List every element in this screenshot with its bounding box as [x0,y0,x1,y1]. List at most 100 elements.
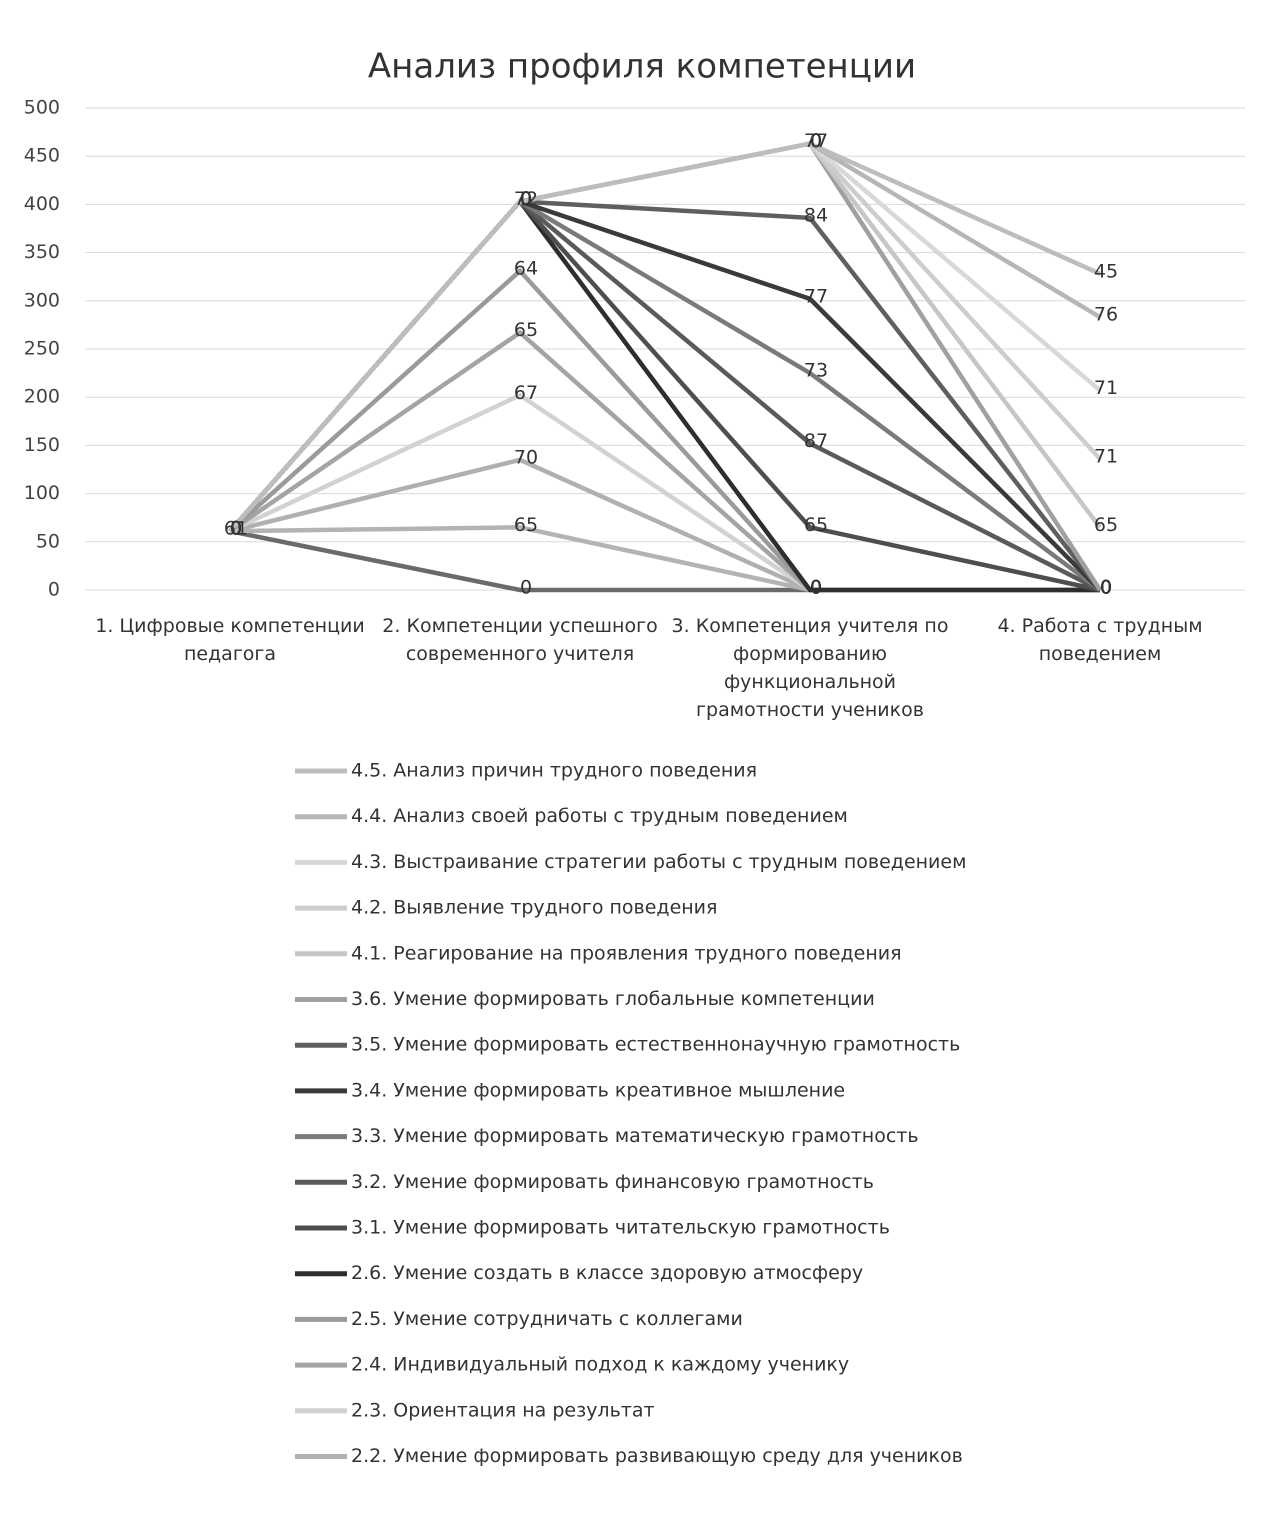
y-tick-label: 250 [24,338,60,360]
data-label: 0 [810,130,822,152]
data-label: 65 [804,514,828,536]
data-label: 61 [224,518,248,540]
x-tick-label: 1. Цифровые компетенции педагога [95,615,364,665]
x-tick-label: 4. Работа с трудным поведением [997,615,1202,665]
data-label: 0 [810,130,822,152]
data-label: 76 [1094,304,1118,326]
y-tick-label: 500 [24,97,60,119]
data-label: 0 [1100,577,1112,599]
data-label: 0 [520,188,532,210]
data-label: 72 [514,188,538,210]
series-line [228,141,1102,533]
series-line [228,141,1102,533]
data-label: 0 [810,577,822,599]
legend-label: 3.1. Умение формировать читательскую гра… [351,1217,890,1239]
legend-label: 2.4. Индивидуальный подход к каждому уче… [351,1354,849,1376]
data-label: 0 [230,518,242,540]
x-tick-line: современного учителя [406,643,634,665]
y-tick-label: 50 [36,530,60,552]
x-tick-line: 1. Цифровые компетенции [95,615,364,637]
data-label: 0 [810,130,822,152]
y-tick-label: 200 [24,386,60,408]
x-tick-line: поведением [1039,643,1162,665]
data-label: 0 [1100,577,1112,599]
legend-label: 4.3. Выстраивание стратегии работы с тру… [351,851,966,873]
y-tick-label: 400 [24,193,60,215]
legend-label: 2.5. Умение сотрудничать с коллегами [351,1308,743,1330]
data-label: 0 [520,188,532,210]
x-tick-label: 2. Компетенции успешного современного учи… [382,615,657,665]
legend-label: 2.6. Умение создать в классе здоровую ат… [351,1262,863,1284]
data-label: 71 [1094,377,1118,399]
data-label: 0 [1100,577,1112,599]
x-tick-line: 2. Компетенции успешного [382,615,657,637]
data-label: 0 [810,577,822,599]
data-label: 71 [1094,445,1118,467]
data-label: 0 [810,130,822,152]
legend-label: 4.2. Выявление трудного поведения [351,897,717,919]
data-label: 77 [804,285,828,307]
y-tick-label: 350 [24,241,60,263]
data-label: 0 [520,188,532,210]
data-label: 0 [1100,577,1112,599]
data-label: 0 [230,518,242,540]
data-label: 70 [514,446,538,468]
data-label: 0 [230,518,242,540]
data-label: 0 [230,518,242,540]
legend-label: 4.4. Анализ своей работы с трудным повед… [351,805,848,827]
data-label: 0 [520,188,532,210]
data-label: 0 [1100,577,1112,599]
data-label: 0 [230,518,242,540]
data-label: 0 [230,518,242,540]
y-tick-label: 450 [24,145,60,167]
data-label: 0 [230,518,242,540]
series-line [228,141,1101,533]
chart-title: Анализ профиля компетенции [368,47,916,87]
x-tick-line: функциональной [724,671,896,693]
data-label: 0 [230,518,242,540]
data-label: 65 [514,514,538,536]
data-label: 0 [230,518,242,540]
data-label: 84 [804,204,828,226]
data-label: 0 [1100,577,1112,599]
data-label: 87 [804,430,828,452]
data-label: 0 [810,577,822,599]
series-line [228,197,1100,593]
data-label: 0 [810,577,822,599]
data-label: 64 [514,257,538,279]
data-label: 0 [520,188,532,210]
x-tick-label: 3. Компетенция учителя по формированию фун… [672,615,949,721]
data-label: 0 [1100,577,1112,599]
data-label: 65 [514,319,538,341]
y-tick-label: 300 [24,289,60,311]
data-label: 0 [230,518,242,540]
data-label: 0 [810,577,822,599]
data-label: 0 [230,518,242,540]
legend-label: 2.3. Ориентация на результат [351,1399,655,1421]
x-tick-line: формированию [733,643,887,665]
legend-label: 4.1. Реагирование на проявления трудного… [351,942,902,964]
legend-label: 4.5. Анализ причин трудного поведения [351,760,757,782]
x-tick-line: педагога [184,643,276,665]
data-label: 0 [810,577,822,599]
data-label: 0 [230,518,242,540]
data-label: 65 [1094,514,1118,536]
data-label: 0 [230,518,242,540]
legend-label: 3.3. Умение формировать математическую г… [351,1125,919,1147]
y-tick-label: 0 [48,579,60,601]
data-label: 0 [1100,577,1112,599]
data-label: 0 [520,188,532,210]
y-tick-label: 100 [24,482,60,504]
x-tick-line: 3. Компетенция учителя по [672,615,949,637]
data-label: 0 [1100,577,1112,599]
data-label: 0 [520,188,532,210]
x-tick-line: грамотности учеников [696,699,924,721]
data-label: 0 [230,518,242,540]
data-label: 0 [520,188,532,210]
series-line [228,141,1102,533]
legend-label: 3.5. Умение формировать естественнонаучн… [351,1034,960,1056]
data-label: 77 [804,130,828,152]
data-label: 0 [230,518,242,540]
data-label: 0 [520,188,532,210]
